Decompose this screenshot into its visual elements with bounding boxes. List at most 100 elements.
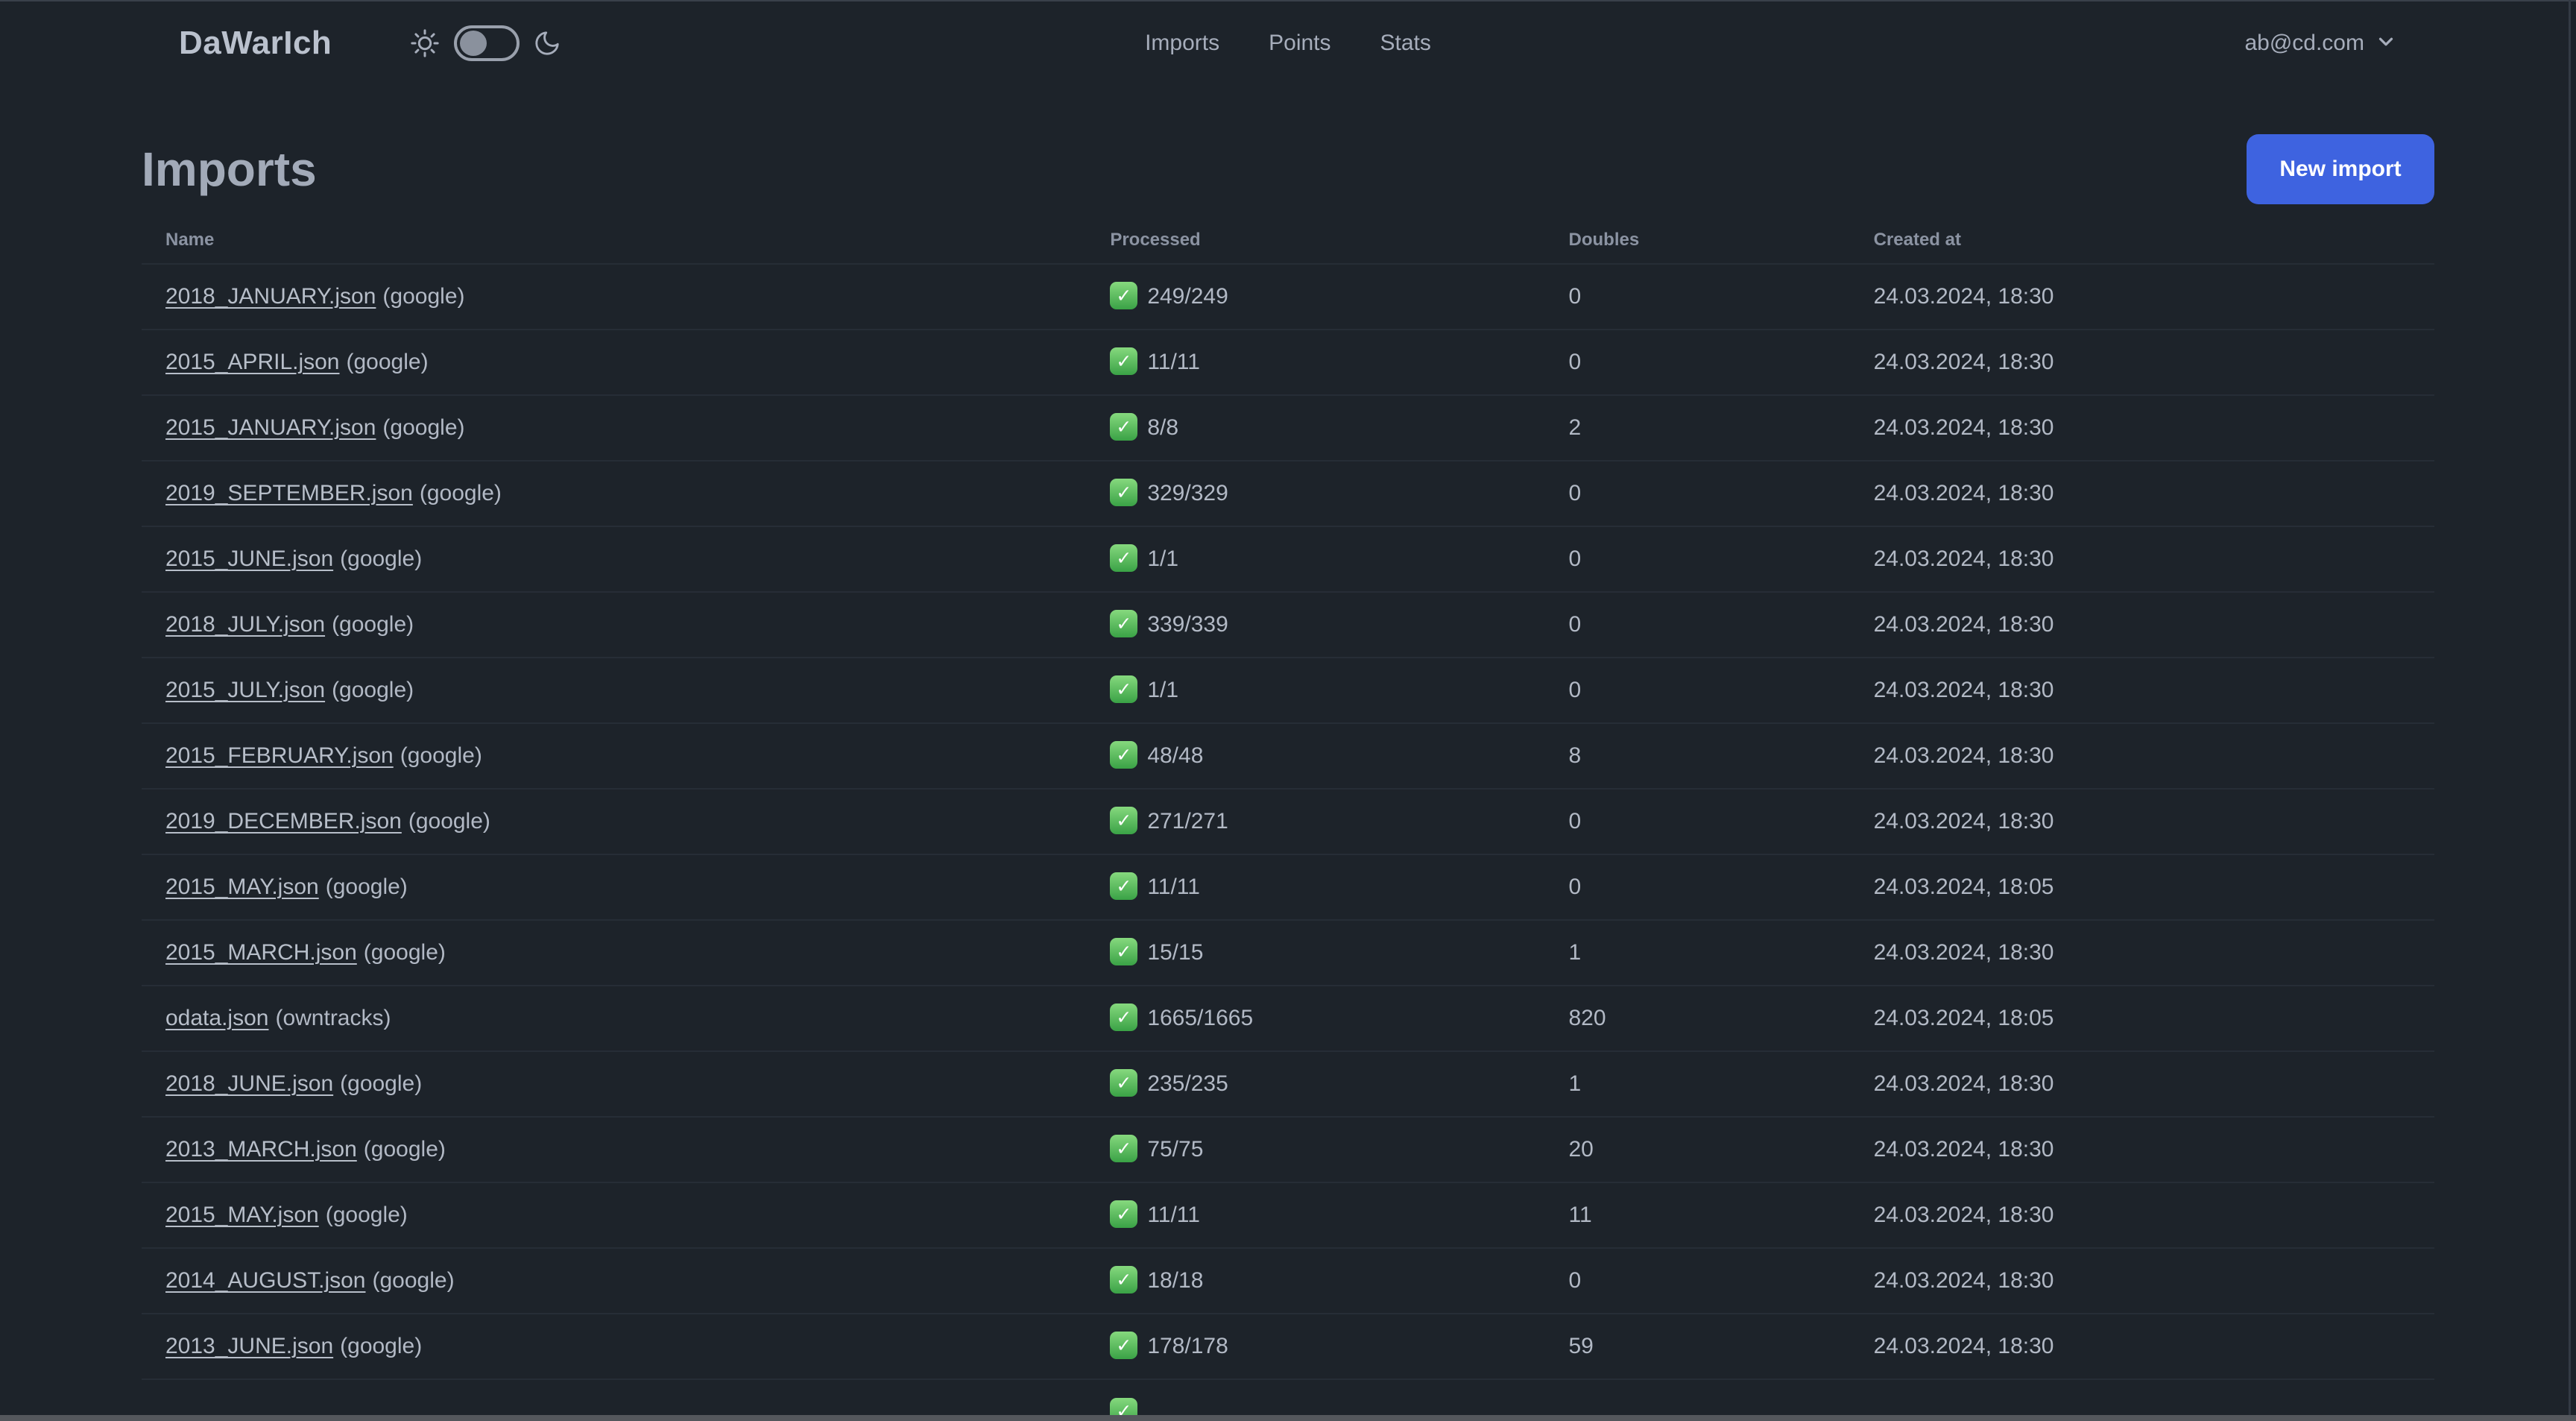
import-source-label: (google) xyxy=(363,1137,446,1162)
import-file-link[interactable]: 2018_JUNE.json xyxy=(165,1071,334,1096)
import-file-link[interactable]: 2015_JUNE.json xyxy=(165,546,334,571)
import-file-link[interactable]: 2015_MARCH.json xyxy=(165,940,357,965)
doubles-cell: 0 xyxy=(1544,788,1850,854)
table-row: 2018_JULY.json (google) ✓ 339/339 0 24.03.… xyxy=(142,591,2434,658)
import-source-label: (google) xyxy=(382,415,465,440)
check-icon: ✓ xyxy=(1110,544,1138,573)
processed-cell: ✓ 48/48 xyxy=(1086,722,1545,789)
import-source-label: (google) xyxy=(332,612,414,637)
import-name-cell: 2015_JANUARY.json (google) xyxy=(142,394,1087,461)
doubles-cell: 2 xyxy=(1544,394,1850,461)
import-name-cell: 2015_FEBRUARY.json (google) xyxy=(142,722,1087,789)
theme-toggle-group xyxy=(409,25,561,61)
vertical-scrollbar-track[interactable] xyxy=(2569,0,2571,1421)
page-title: Imports xyxy=(142,142,317,196)
moon-icon xyxy=(533,29,561,57)
import-file-link[interactable]: 2015_MAY.json xyxy=(165,1203,319,1227)
import-file-link[interactable]: 2015_JANUARY.json xyxy=(165,415,376,440)
processed-value: 75/75 xyxy=(1147,1137,1204,1162)
created-at-cell: 24.03.2024, 18:30 xyxy=(1849,263,2434,330)
import-source-label: (google) xyxy=(400,743,482,768)
doubles-cell xyxy=(1544,1379,1850,1421)
import-source-label: (google) xyxy=(372,1268,455,1293)
import-file-link[interactable]: 2018_JULY.json xyxy=(165,612,326,637)
import-source-label: (google) xyxy=(325,1203,408,1227)
processed-cell: ✓ 178/178 xyxy=(1086,1313,1545,1379)
import-name-cell: 2018_JANUARY.json (google) xyxy=(142,263,1087,330)
import-source-label: (google) xyxy=(340,546,423,571)
created-at-cell: 24.03.2024, 18:30 xyxy=(1849,1116,2434,1182)
check-icon: ✓ xyxy=(1110,807,1138,835)
import-file-link[interactable]: 2013_MARCH.json xyxy=(165,1137,357,1162)
table-row: 2015_JANUARY.json (google) ✓ 8/8 2 24.03.2… xyxy=(142,394,2434,461)
import-file-link[interactable]: 2015_FEBRUARY.json xyxy=(165,743,394,768)
created-at-cell: 24.03.2024, 18:30 xyxy=(1849,657,2434,723)
check-icon: ✓ xyxy=(1110,1003,1138,1032)
column-header-name: Name xyxy=(165,230,215,250)
processed-cell: ✓ 329/329 xyxy=(1086,460,1545,526)
processed-value: 235/235 xyxy=(1147,1071,1228,1097)
doubles-cell: 0 xyxy=(1544,263,1850,330)
title-row: Imports New import xyxy=(142,134,2434,204)
user-email: ab@cd.com xyxy=(2244,31,2364,55)
import-file-link[interactable]: 2014_AUGUST.json xyxy=(165,1268,366,1293)
import-name-cell: 2013_MARCH.json (google) xyxy=(142,1116,1087,1182)
doubles-cell: 0 xyxy=(1544,657,1850,723)
nav-link-points[interactable]: Points xyxy=(1269,31,1331,55)
doubles-cell: 820 xyxy=(1544,985,1850,1051)
column-header-processed: Processed xyxy=(1110,230,1201,250)
doubles-cell: 11 xyxy=(1544,1182,1850,1248)
check-icon: ✓ xyxy=(1110,1332,1138,1360)
doubles-cell: 20 xyxy=(1544,1116,1850,1182)
import-name-cell: 2015_JULY.json (google) xyxy=(142,657,1087,723)
created-at-cell: 24.03.2024, 18:30 xyxy=(1849,460,2434,526)
table-row: 2018_JUNE.json (google) ✓ 235/235 1 24.03.… xyxy=(142,1050,2434,1117)
doubles-cell: 0 xyxy=(1544,460,1850,526)
import-file-link[interactable]: 2015_MAY.json xyxy=(165,875,319,899)
created-at-cell: 24.03.2024, 18:30 xyxy=(1849,1050,2434,1117)
processed-value: 15/15 xyxy=(1147,940,1204,965)
import-file-link[interactable]: 2019_SEPTEMBER.json xyxy=(165,481,413,505)
import-file-link[interactable]: 2013_JUNE.json xyxy=(165,1334,334,1358)
check-icon: ✓ xyxy=(1110,872,1138,901)
import-source-label: (google) xyxy=(340,1334,423,1358)
import-source-label: (owntracks) xyxy=(275,1006,391,1030)
doubles-cell: 0 xyxy=(1544,526,1850,592)
processed-value: 11/11 xyxy=(1147,875,1200,900)
nav-link-imports[interactable]: Imports xyxy=(1145,31,1220,55)
table-row: 2013_JUNE.json (google) ✓ 178/178 59 24.03… xyxy=(142,1313,2434,1379)
processed-value: 329/329 xyxy=(1147,481,1228,506)
import-name-cell: 2015_MAY.json (google) xyxy=(142,854,1087,920)
horizontal-scrollbar[interactable] xyxy=(0,1415,2576,1421)
check-icon: ✓ xyxy=(1110,938,1138,966)
created-at-cell xyxy=(1849,1379,2434,1421)
window-top-edge xyxy=(0,0,2576,1)
table-row: 2019_SEPTEMBER.json (google) ✓ 329/329 0 2… xyxy=(142,460,2434,526)
check-icon: ✓ xyxy=(1110,282,1138,310)
import-name-cell: 2019_DECEMBER.json (google) xyxy=(142,788,1087,854)
import-file-link[interactable]: 2015_APRIL.json xyxy=(165,350,340,374)
import-file-link[interactable]: 2019_DECEMBER.json xyxy=(165,809,402,834)
imports-table-header: Name Processed Doubles Created at xyxy=(142,204,2434,264)
main-nav: Imports Points Stats xyxy=(1145,0,1431,86)
user-menu[interactable]: ab@cd.com xyxy=(2244,31,2397,57)
table-row: 2015_MARCH.json (google) ✓ 15/15 1 24.03.2… xyxy=(142,919,2434,986)
import-file-link[interactable]: odata.json xyxy=(165,1006,269,1030)
processed-value: 1/1 xyxy=(1147,546,1179,572)
check-icon: ✓ xyxy=(1110,1200,1138,1229)
table-row: 2015_JULY.json (google) ✓ 1/1 0 24.03.2024… xyxy=(142,657,2434,723)
check-icon: ✓ xyxy=(1110,1069,1138,1097)
import-name-cell: 2015_APRIL.json (google) xyxy=(142,329,1087,395)
doubles-cell: 0 xyxy=(1544,1247,1850,1314)
import-file-link[interactable]: 2018_JANUARY.json xyxy=(165,284,376,309)
doubles-cell: 0 xyxy=(1544,591,1850,658)
processed-value: 8/8 xyxy=(1147,415,1179,441)
nav-link-stats[interactable]: Stats xyxy=(1380,31,1431,55)
import-source-label: (google) xyxy=(332,678,414,702)
import-file-link[interactable]: 2015_JULY.json xyxy=(165,678,326,702)
brand-logo[interactable]: DaWarIch xyxy=(179,25,332,61)
import-name-cell: 2015_JUNE.json (google) xyxy=(142,526,1087,592)
sun-icon xyxy=(409,28,441,59)
new-import-button[interactable]: New import xyxy=(2247,134,2434,204)
theme-toggle[interactable] xyxy=(454,25,520,61)
